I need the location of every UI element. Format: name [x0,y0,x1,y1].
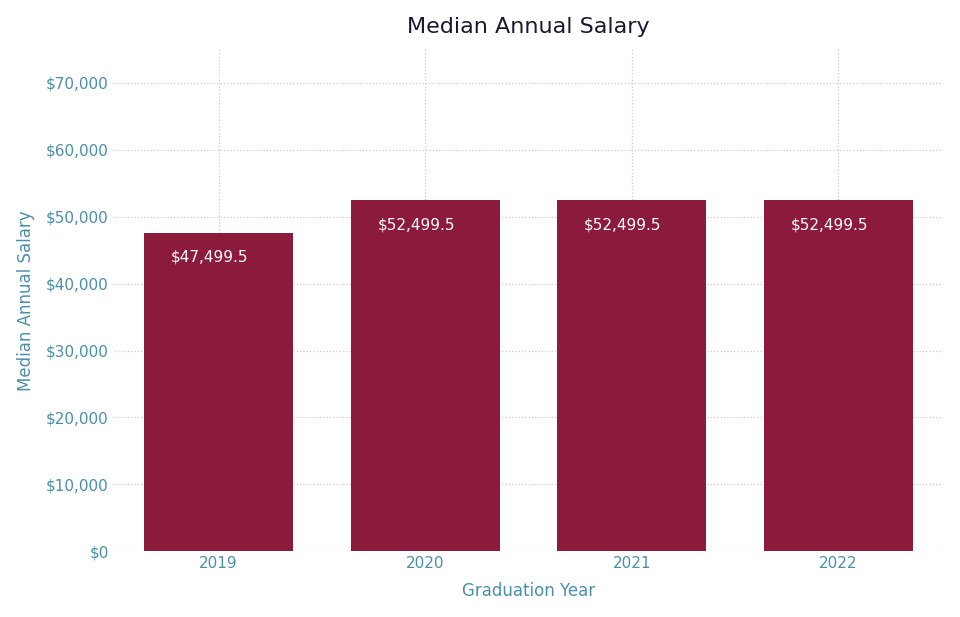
Text: $52,499.5: $52,499.5 [791,218,868,233]
Text: $47,499.5: $47,499.5 [171,249,249,264]
Y-axis label: Median Annual Salary: Median Annual Salary [16,210,35,391]
Bar [144,233,293,552]
Bar [558,200,706,552]
Text: $52,499.5: $52,499.5 [377,218,455,233]
Bar [350,200,499,552]
Text: $52,499.5: $52,499.5 [584,218,661,233]
X-axis label: Graduation Year: Graduation Year [462,582,595,600]
Title: Median Annual Salary: Median Annual Salary [407,17,650,36]
Bar [764,200,913,552]
